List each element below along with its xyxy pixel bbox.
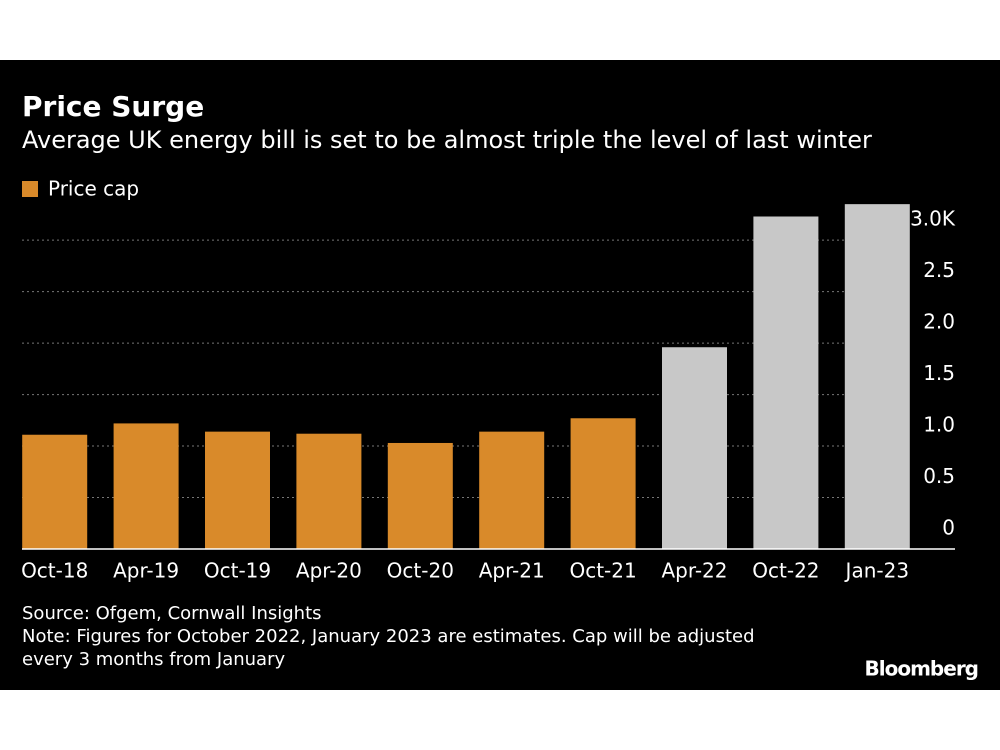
bar [22, 434, 88, 549]
panel [0, 60, 1000, 690]
x-tick-label: Oct-19 [204, 559, 271, 583]
bar [479, 431, 545, 549]
bar [570, 418, 636, 549]
source: Source: Ofgem, Cornwall Insights [22, 603, 322, 624]
x-tick-label: Apr-19 [113, 559, 179, 583]
bar [387, 442, 453, 549]
y-tick-label: 2.5 [923, 258, 955, 282]
x-tick-label: Oct-20 [387, 559, 454, 583]
x-tick-label: Oct-18 [21, 559, 88, 583]
chart-title: Price Surge [22, 90, 204, 123]
y-tick-label: 1.0 [923, 413, 955, 437]
x-tick-label: Jan-23 [844, 559, 910, 583]
y-tick-label: 0 [942, 516, 955, 540]
x-tick-label: Apr-20 [296, 559, 362, 583]
x-tick-label: Apr-22 [662, 559, 728, 583]
x-tick-label: Oct-22 [752, 559, 819, 583]
bar [844, 204, 910, 549]
bar [296, 433, 362, 549]
chart-subtitle: Average UK energy bill is set to be almo… [22, 126, 872, 154]
x-tick-label: Apr-21 [479, 559, 545, 583]
y-tick-label: 1.5 [923, 361, 955, 385]
y-tick-label: 0.5 [923, 464, 955, 488]
note: every 3 months from January [22, 649, 285, 670]
bar [662, 347, 727, 549]
bar [113, 423, 179, 549]
legend-label: Price cap [48, 177, 139, 201]
legend-swatch [22, 181, 38, 197]
bar [753, 216, 819, 549]
x-tick-label: Oct-21 [569, 559, 636, 583]
y-tick-label: 2.0 [923, 310, 955, 334]
brand: Bloomberg [865, 657, 978, 681]
note: Note: Figures for October 2022, January … [22, 626, 755, 647]
bar [205, 431, 270, 549]
